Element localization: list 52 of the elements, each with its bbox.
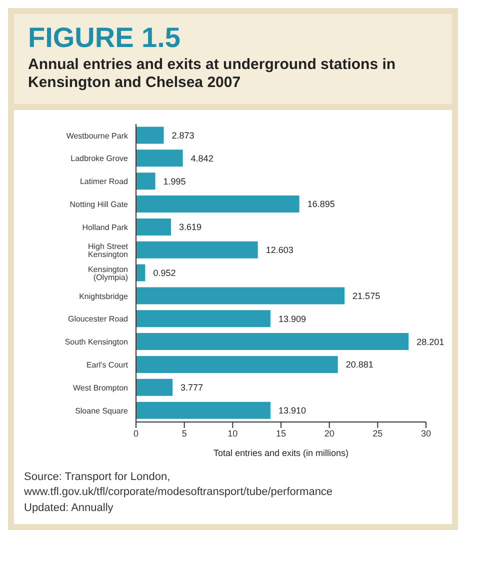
x-axis-title: Total entries and exits (in millions) [213,448,349,458]
bar [136,310,270,328]
source-note: Source: Transport for London, [24,470,172,485]
bar [136,333,409,350]
text: www.tfl.gov.uk/tfl/corporate/modesoftransport/tube/performance [24,485,334,500]
y-tick-label: Sloane Square [75,406,129,416]
bar [136,241,258,258]
data-label: 4.842 [190,153,214,164]
bar [136,126,164,144]
bar [136,264,146,282]
y-tick-label: Kensington (Olympia) [88,264,128,282]
y-tick-label: Knightsbridge [79,292,129,301]
bar [136,218,171,236]
x-tick-label: 15 [276,428,286,438]
data-label: 12.603 [266,245,294,256]
data-label: 16.895 [307,199,335,210]
bar [136,150,183,167]
bar [136,402,270,419]
y-tick-label: Holland Park [82,222,129,232]
y-tick-label: South Kensington [64,338,128,347]
data-label: 28.201 [416,336,444,347]
data-label: 1.995 [163,176,186,186]
bar [136,356,338,373]
y-tick-label: Gloucester Road [68,314,128,324]
x-tick-label: 25 [372,428,383,438]
y-tick-label: Ladbroke Grove [70,154,129,164]
y-tick-label: High Street Kensington [88,242,129,259]
bar [136,287,345,304]
data-label: 21.575 [352,290,380,301]
x-tick-label: 20 [324,428,334,438]
bar [136,196,300,213]
data-label: 3.777 [180,382,204,393]
data-label: 0.952 [153,268,176,278]
data-label: 2.873 [172,130,194,140]
data-label: 3.619 [178,222,202,232]
bar [136,172,156,190]
data-label: 20.881 [346,360,374,370]
y-tick-label: Earl's Court [86,360,129,370]
data-label: 13.909 [278,314,306,324]
chart-title: FIGURE 1.5 [28,22,182,53]
text: Updated: Annually [24,500,114,516]
y-tick-label: Westbourne Park [66,131,129,140]
x-tick-label: 10 [228,428,238,438]
x-tick-label: 5 [182,428,187,438]
bar [136,378,173,396]
x-tick-label: 30 [420,428,432,438]
y-tick-label: West Brompton [73,383,128,392]
y-tick-label: Latimer Road [80,177,128,186]
y-tick-label: Notting Hill Gate [70,200,129,210]
chart-subtitle: Annual entries and exits at underground stations in Kensington and Chelsea 2007 [28,56,397,92]
x-tick-label: 0 [133,428,139,438]
data-label: 13.910 [278,406,306,416]
